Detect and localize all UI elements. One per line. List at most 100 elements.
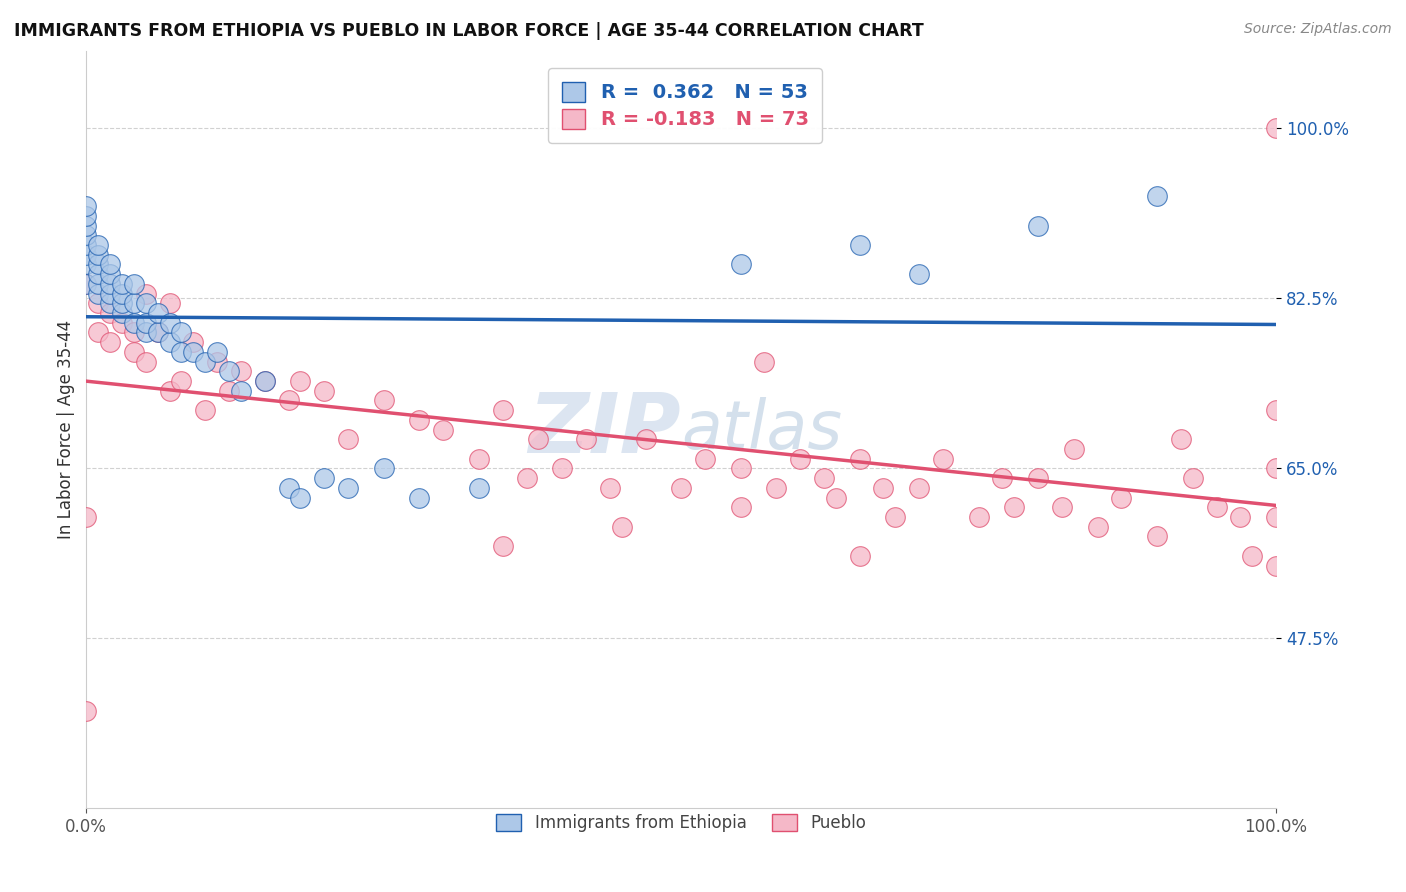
Point <box>122 316 145 330</box>
Point <box>825 491 848 505</box>
Point <box>122 344 145 359</box>
Point <box>290 491 312 505</box>
Y-axis label: In Labor Force | Age 35-44: In Labor Force | Age 35-44 <box>58 320 75 539</box>
Point <box>290 374 312 388</box>
Point <box>159 296 181 310</box>
Point <box>314 471 336 485</box>
Point <box>87 326 110 340</box>
Point <box>551 461 574 475</box>
Point <box>75 277 97 291</box>
Point <box>408 413 430 427</box>
Point <box>135 296 157 310</box>
Point <box>932 451 955 466</box>
Point <box>408 491 430 505</box>
Point <box>111 296 134 310</box>
Point <box>159 335 181 350</box>
Point <box>277 393 299 408</box>
Point <box>253 374 276 388</box>
Point <box>337 481 360 495</box>
Point <box>122 326 145 340</box>
Point <box>1170 432 1192 446</box>
Point <box>111 316 134 330</box>
Point <box>159 384 181 398</box>
Point <box>908 481 931 495</box>
Point <box>1265 558 1288 573</box>
Point <box>1265 510 1288 524</box>
Point <box>492 539 515 553</box>
Point <box>98 267 121 281</box>
Point <box>373 393 395 408</box>
Point <box>1265 121 1288 136</box>
Point <box>98 277 121 291</box>
Point <box>1229 510 1251 524</box>
Point <box>1002 500 1025 515</box>
Point <box>205 344 228 359</box>
Point <box>908 267 931 281</box>
Point <box>337 432 360 446</box>
Point <box>1146 529 1168 543</box>
Point <box>146 326 169 340</box>
Point <box>253 374 276 388</box>
Point <box>669 481 692 495</box>
Point <box>183 335 205 350</box>
Point <box>1087 519 1109 533</box>
Point <box>122 296 145 310</box>
Point <box>848 451 870 466</box>
Point <box>373 461 395 475</box>
Point <box>135 354 157 368</box>
Point <box>111 306 134 320</box>
Point <box>75 257 97 271</box>
Point <box>813 471 835 485</box>
Point <box>848 238 870 252</box>
Point <box>1205 500 1227 515</box>
Point <box>693 451 716 466</box>
Legend: Immigrants from Ethiopia, Pueblo: Immigrants from Ethiopia, Pueblo <box>484 801 879 846</box>
Text: IMMIGRANTS FROM ETHIOPIA VS PUEBLO IN LABOR FORCE | AGE 35-44 CORRELATION CHART: IMMIGRANTS FROM ETHIOPIA VS PUEBLO IN LA… <box>14 22 924 40</box>
Point <box>730 461 752 475</box>
Point <box>1241 549 1264 563</box>
Point <box>122 277 145 291</box>
Point <box>1265 461 1288 475</box>
Point <box>146 306 169 320</box>
Text: atlas: atlas <box>681 397 842 463</box>
Point <box>87 267 110 281</box>
Point <box>170 326 193 340</box>
Point <box>75 219 97 233</box>
Point <box>98 286 121 301</box>
Point <box>229 384 252 398</box>
Point <box>87 257 110 271</box>
Point <box>468 451 491 466</box>
Point <box>98 257 121 271</box>
Point <box>135 286 157 301</box>
Point <box>754 354 776 368</box>
Point <box>1050 500 1073 515</box>
Point <box>98 335 121 350</box>
Point <box>575 432 598 446</box>
Point <box>170 344 193 359</box>
Point <box>98 296 121 310</box>
Point <box>730 500 752 515</box>
Point <box>1265 403 1288 417</box>
Point <box>789 451 811 466</box>
Point <box>87 296 110 310</box>
Point <box>1181 471 1204 485</box>
Point <box>75 248 97 262</box>
Point <box>159 316 181 330</box>
Point <box>75 209 97 223</box>
Point <box>87 277 110 291</box>
Point <box>229 364 252 378</box>
Point <box>872 481 894 495</box>
Point <box>75 228 97 243</box>
Point <box>135 316 157 330</box>
Point <box>277 481 299 495</box>
Point <box>75 199 97 213</box>
Point <box>515 471 537 485</box>
Point <box>194 354 217 368</box>
Point <box>87 248 110 262</box>
Point <box>634 432 657 446</box>
Point <box>1111 491 1133 505</box>
Point <box>194 403 217 417</box>
Point <box>848 549 870 563</box>
Point <box>87 238 110 252</box>
Point <box>884 510 907 524</box>
